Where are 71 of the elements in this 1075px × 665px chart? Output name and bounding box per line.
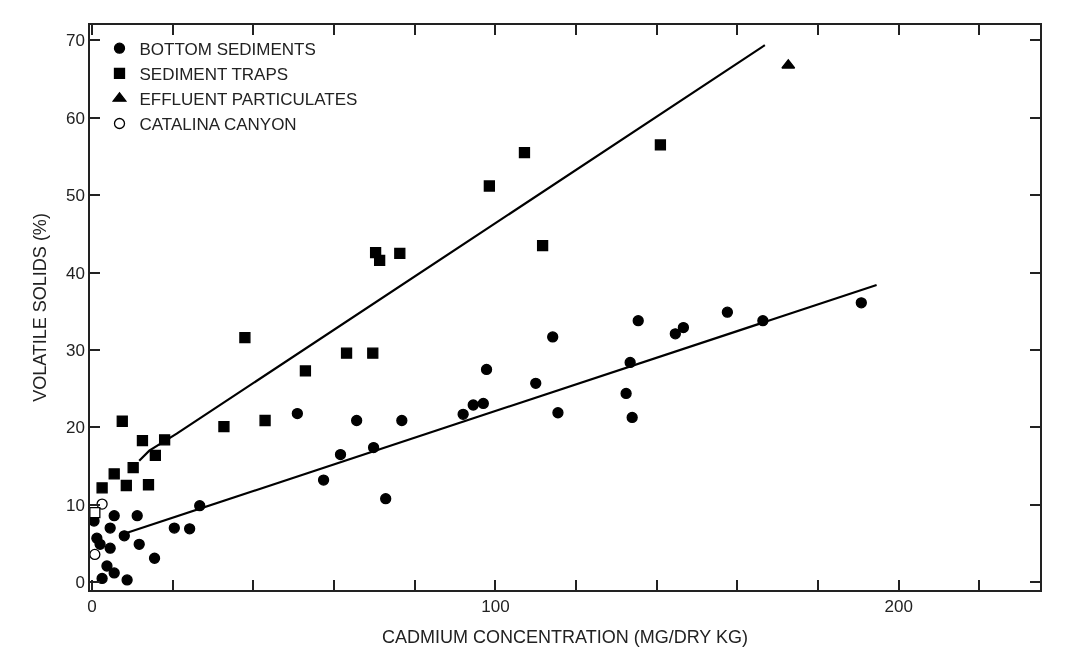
x-axis-title: CADMIUM CONCENTRATION (MG/DRY KG) — [381, 626, 749, 647]
point — [620, 387, 632, 400]
point — [457, 408, 469, 420]
point — [669, 328, 681, 340]
point — [334, 448, 347, 461]
point — [168, 522, 180, 534]
point — [654, 139, 667, 151]
point — [483, 180, 496, 192]
legend-label: SEDIMENT TRAPS — [139, 64, 289, 84]
legend-label: EFFLUENT PARTICULATES — [139, 90, 358, 110]
point — [855, 297, 867, 309]
point — [120, 479, 132, 492]
x-tick-label: 100 — [481, 597, 510, 617]
point — [94, 538, 106, 550]
point — [108, 510, 120, 522]
point — [116, 415, 128, 427]
point — [394, 247, 406, 259]
point — [467, 399, 479, 411]
y-axis-title: VOLATILE SOLIDS (%) — [29, 213, 50, 402]
y-tick-label: 20 — [65, 418, 85, 438]
point — [721, 306, 734, 318]
point — [259, 414, 271, 427]
legend-label: CATALINA CANYON — [139, 115, 297, 135]
y-tick-label: 40 — [65, 263, 85, 283]
point — [380, 493, 392, 505]
point — [518, 147, 531, 159]
point — [131, 510, 143, 522]
point — [108, 567, 120, 579]
y-tick-label: 50 — [65, 186, 85, 206]
point — [89, 548, 101, 561]
point — [299, 365, 312, 377]
point — [340, 347, 353, 359]
point — [536, 239, 549, 252]
point — [127, 462, 139, 474]
point — [108, 468, 120, 480]
y-tick-label: 0 — [75, 573, 85, 593]
point — [626, 411, 638, 424]
point — [396, 414, 408, 427]
point — [477, 397, 489, 410]
point — [547, 331, 559, 343]
point — [317, 474, 330, 486]
point — [218, 421, 230, 433]
point — [142, 479, 155, 491]
y-tick-label: 30 — [65, 341, 85, 361]
point — [632, 315, 644, 327]
point — [104, 522, 116, 534]
point — [133, 538, 145, 550]
point — [118, 530, 130, 542]
point — [96, 572, 108, 585]
point — [101, 560, 113, 572]
legend-label: BOTTOM SEDIMENTS — [139, 39, 316, 59]
point — [183, 523, 196, 535]
point — [239, 332, 251, 344]
y-tick-label: 60 — [65, 108, 85, 128]
point — [96, 482, 108, 494]
point — [136, 434, 149, 447]
point — [677, 321, 690, 334]
x-tick-label: 200 — [884, 597, 913, 617]
point — [552, 407, 564, 419]
point — [104, 542, 116, 554]
point — [148, 552, 161, 564]
point — [373, 254, 386, 266]
point — [291, 407, 303, 420]
point — [480, 363, 493, 376]
point — [351, 414, 363, 427]
y-tick-label: 10 — [65, 495, 85, 515]
y-tick-label: 70 — [65, 31, 85, 51]
point — [530, 377, 542, 389]
point — [367, 347, 379, 359]
point — [149, 449, 161, 461]
point — [121, 574, 133, 586]
